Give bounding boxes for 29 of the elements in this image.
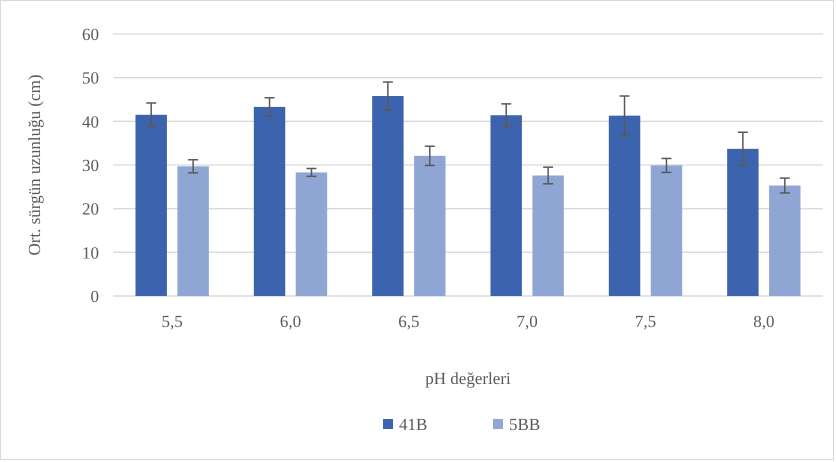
x-tick-label: 6,0 xyxy=(280,312,302,331)
legend-label: 5BB xyxy=(509,414,540,434)
x-tick-label: 7,5 xyxy=(634,312,656,331)
y-tick-label: 40 xyxy=(82,112,99,132)
y-tick-label: 10 xyxy=(82,243,99,262)
legend-label: 41B xyxy=(399,414,428,434)
x-axis-title: pH değerleri xyxy=(425,369,511,388)
y-tick-label: 60 xyxy=(82,24,99,44)
bar xyxy=(135,114,167,296)
x-tick-label: 7,0 xyxy=(516,312,538,331)
bar xyxy=(372,96,404,296)
bar xyxy=(727,148,759,296)
y-tick-label: 20 xyxy=(82,200,99,219)
bar xyxy=(296,172,328,296)
bar xyxy=(414,156,446,296)
x-tick-label: 8,0 xyxy=(753,312,774,331)
y-tick-label: 0 xyxy=(90,286,99,306)
x-tick-label: 6,5 xyxy=(398,312,420,331)
bar xyxy=(254,106,286,296)
y-axis-title: Ort. sürgün uzunluğu (cm) xyxy=(25,74,44,256)
bar xyxy=(177,166,209,296)
bar xyxy=(490,115,522,296)
bar xyxy=(650,165,682,296)
bar xyxy=(608,116,640,296)
y-tick-label: 30 xyxy=(82,156,99,175)
x-tick-label: 5,5 xyxy=(162,312,183,331)
bar xyxy=(769,186,801,296)
y-tick-label: 50 xyxy=(82,68,99,88)
bar xyxy=(532,175,564,296)
